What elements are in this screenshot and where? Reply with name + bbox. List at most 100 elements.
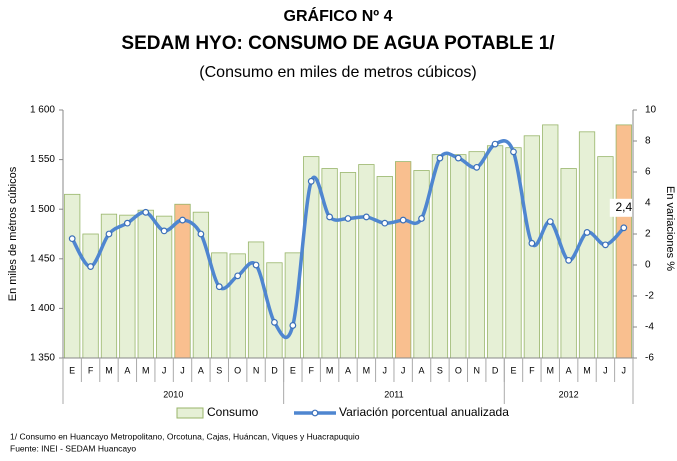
x-tick-label: A bbox=[198, 365, 204, 375]
chart-title: GRÁFICO Nº 4 bbox=[284, 6, 393, 25]
group-label: 2010 bbox=[163, 389, 183, 399]
y-tick-label: 1 600 bbox=[30, 105, 55, 116]
x-tick-label: F bbox=[529, 365, 535, 375]
footnote: Fuente: INEI - SEDAM Huancayo bbox=[10, 443, 136, 453]
bar bbox=[321, 168, 338, 359]
line-marker bbox=[546, 218, 554, 226]
y2-tick-label: -6 bbox=[645, 353, 654, 364]
x-tick-label: O bbox=[455, 365, 462, 375]
bar bbox=[542, 124, 559, 359]
line-marker bbox=[583, 229, 591, 236]
line-marker bbox=[620, 224, 628, 232]
y-tick-label: 1 350 bbox=[30, 353, 55, 364]
bar bbox=[376, 176, 393, 359]
x-tick-label: J bbox=[383, 365, 388, 375]
x-tick-label: E bbox=[510, 365, 516, 375]
x-tick-label: S bbox=[216, 365, 222, 375]
legend-label: Consumo bbox=[207, 405, 259, 419]
y-tick-label: 1 450 bbox=[30, 253, 55, 264]
x-tick-label: J bbox=[603, 365, 608, 375]
chart-subtitle-main: SEDAM HYO: CONSUMO DE AGUA POTABLE 1/ bbox=[121, 33, 555, 54]
chart-subtitle: (Consumo en miles de metros cúbicos) bbox=[199, 64, 476, 81]
data-label-box bbox=[609, 198, 638, 217]
y2-tick-label: 6 bbox=[645, 167, 651, 178]
line-marker bbox=[179, 216, 186, 224]
line-marker bbox=[362, 213, 370, 221]
y2-tick-label: 8 bbox=[645, 136, 651, 147]
bar bbox=[486, 145, 504, 359]
x-tick-label: N bbox=[253, 365, 260, 375]
line-marker bbox=[326, 213, 334, 221]
bar bbox=[339, 172, 357, 359]
x-tick-label: M bbox=[363, 365, 371, 375]
y2-tick-label: 10 bbox=[645, 105, 657, 116]
x-tick-label: F bbox=[308, 365, 314, 375]
bar bbox=[578, 131, 596, 359]
line-marker bbox=[602, 241, 609, 249]
x-tick-label: D bbox=[271, 365, 278, 375]
x-tick-label: E bbox=[69, 365, 75, 375]
x-tick-label: J bbox=[180, 365, 185, 375]
line-marker bbox=[344, 215, 352, 222]
line-marker bbox=[215, 283, 223, 291]
line-marker bbox=[454, 154, 462, 162]
bar bbox=[358, 164, 375, 359]
y2-tick-label: 0 bbox=[645, 260, 651, 271]
group-label: 2012 bbox=[559, 389, 579, 399]
legend-label: Variación porcentual anualizada bbox=[339, 405, 509, 419]
line-marker bbox=[289, 322, 297, 329]
bar bbox=[64, 193, 81, 359]
y2-axis-label: En variaciones % bbox=[664, 186, 676, 271]
bar bbox=[450, 154, 467, 359]
bar bbox=[156, 215, 173, 359]
line-marker bbox=[418, 215, 425, 222]
x-tick-label: D bbox=[492, 365, 499, 375]
y2-tick-label: 2 bbox=[645, 229, 651, 240]
x-tick-label: A bbox=[419, 365, 425, 375]
legend-swatch bbox=[176, 407, 204, 419]
y-tick-label: 1 500 bbox=[30, 204, 55, 215]
x-tick-label: M bbox=[142, 365, 150, 375]
line-marker bbox=[271, 318, 278, 326]
line-marker bbox=[252, 261, 260, 269]
line-marker bbox=[473, 163, 481, 171]
line-marker bbox=[399, 216, 407, 224]
y2-tick-label: -4 bbox=[645, 322, 654, 333]
x-tick-label: J bbox=[401, 365, 406, 375]
x-tick-label: A bbox=[566, 365, 572, 375]
y-tick-label: 1 550 bbox=[30, 154, 55, 165]
bar bbox=[615, 124, 632, 359]
bar bbox=[468, 151, 485, 359]
data-label: 2,4 bbox=[615, 200, 632, 214]
x-tick-label: A bbox=[124, 365, 130, 375]
bar bbox=[174, 203, 191, 359]
line-marker bbox=[105, 230, 113, 238]
y-axis-label: En miles de métros cúbicos bbox=[7, 166, 19, 301]
x-tick-label: F bbox=[88, 365, 94, 375]
x-tick-label: M bbox=[583, 365, 591, 375]
y2-tick-label: -2 bbox=[645, 291, 654, 302]
x-tick-label: M bbox=[326, 365, 334, 375]
line-marker bbox=[160, 227, 168, 235]
line-marker bbox=[68, 235, 76, 243]
x-tick-label: M bbox=[105, 365, 113, 375]
x-tick-label: A bbox=[345, 365, 351, 375]
line-marker bbox=[123, 219, 131, 227]
line-marker bbox=[142, 208, 150, 216]
line-marker bbox=[528, 239, 536, 247]
footnote: 1/ Consumo en Huancayo Metropolitano, Or… bbox=[10, 431, 360, 441]
x-tick-label: J bbox=[622, 365, 627, 375]
bar bbox=[523, 135, 540, 359]
x-tick-label: J bbox=[162, 365, 167, 375]
line-marker bbox=[87, 263, 94, 270]
bar bbox=[119, 214, 136, 359]
y-tick-label: 1 400 bbox=[30, 303, 55, 314]
legend-marker bbox=[311, 409, 319, 417]
line-marker bbox=[197, 230, 205, 238]
line-marker bbox=[436, 154, 444, 162]
x-tick-label: N bbox=[473, 365, 480, 375]
bar bbox=[82, 233, 99, 359]
line-marker bbox=[381, 219, 389, 227]
line-marker bbox=[491, 140, 499, 148]
x-tick-label: O bbox=[234, 365, 241, 375]
